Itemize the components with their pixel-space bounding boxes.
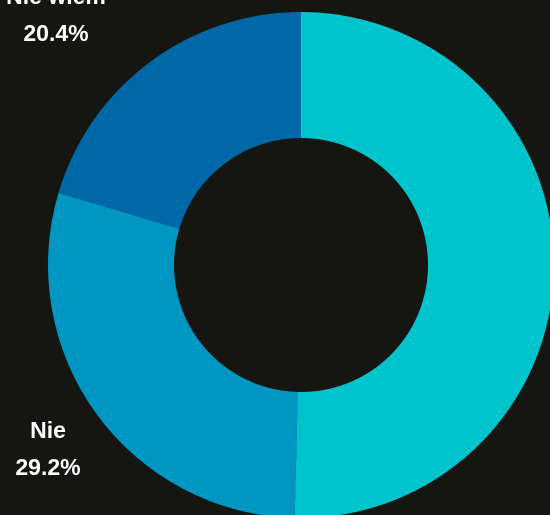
donut-slice <box>58 12 301 229</box>
slice-value-label: 29.2% <box>15 454 80 480</box>
slice-label: Nie <box>30 417 66 443</box>
slice-label: Nie wiem <box>6 0 106 9</box>
slice-value-label: 20.4% <box>23 20 88 46</box>
donut-slice <box>48 192 298 515</box>
donut-slice <box>294 12 550 515</box>
